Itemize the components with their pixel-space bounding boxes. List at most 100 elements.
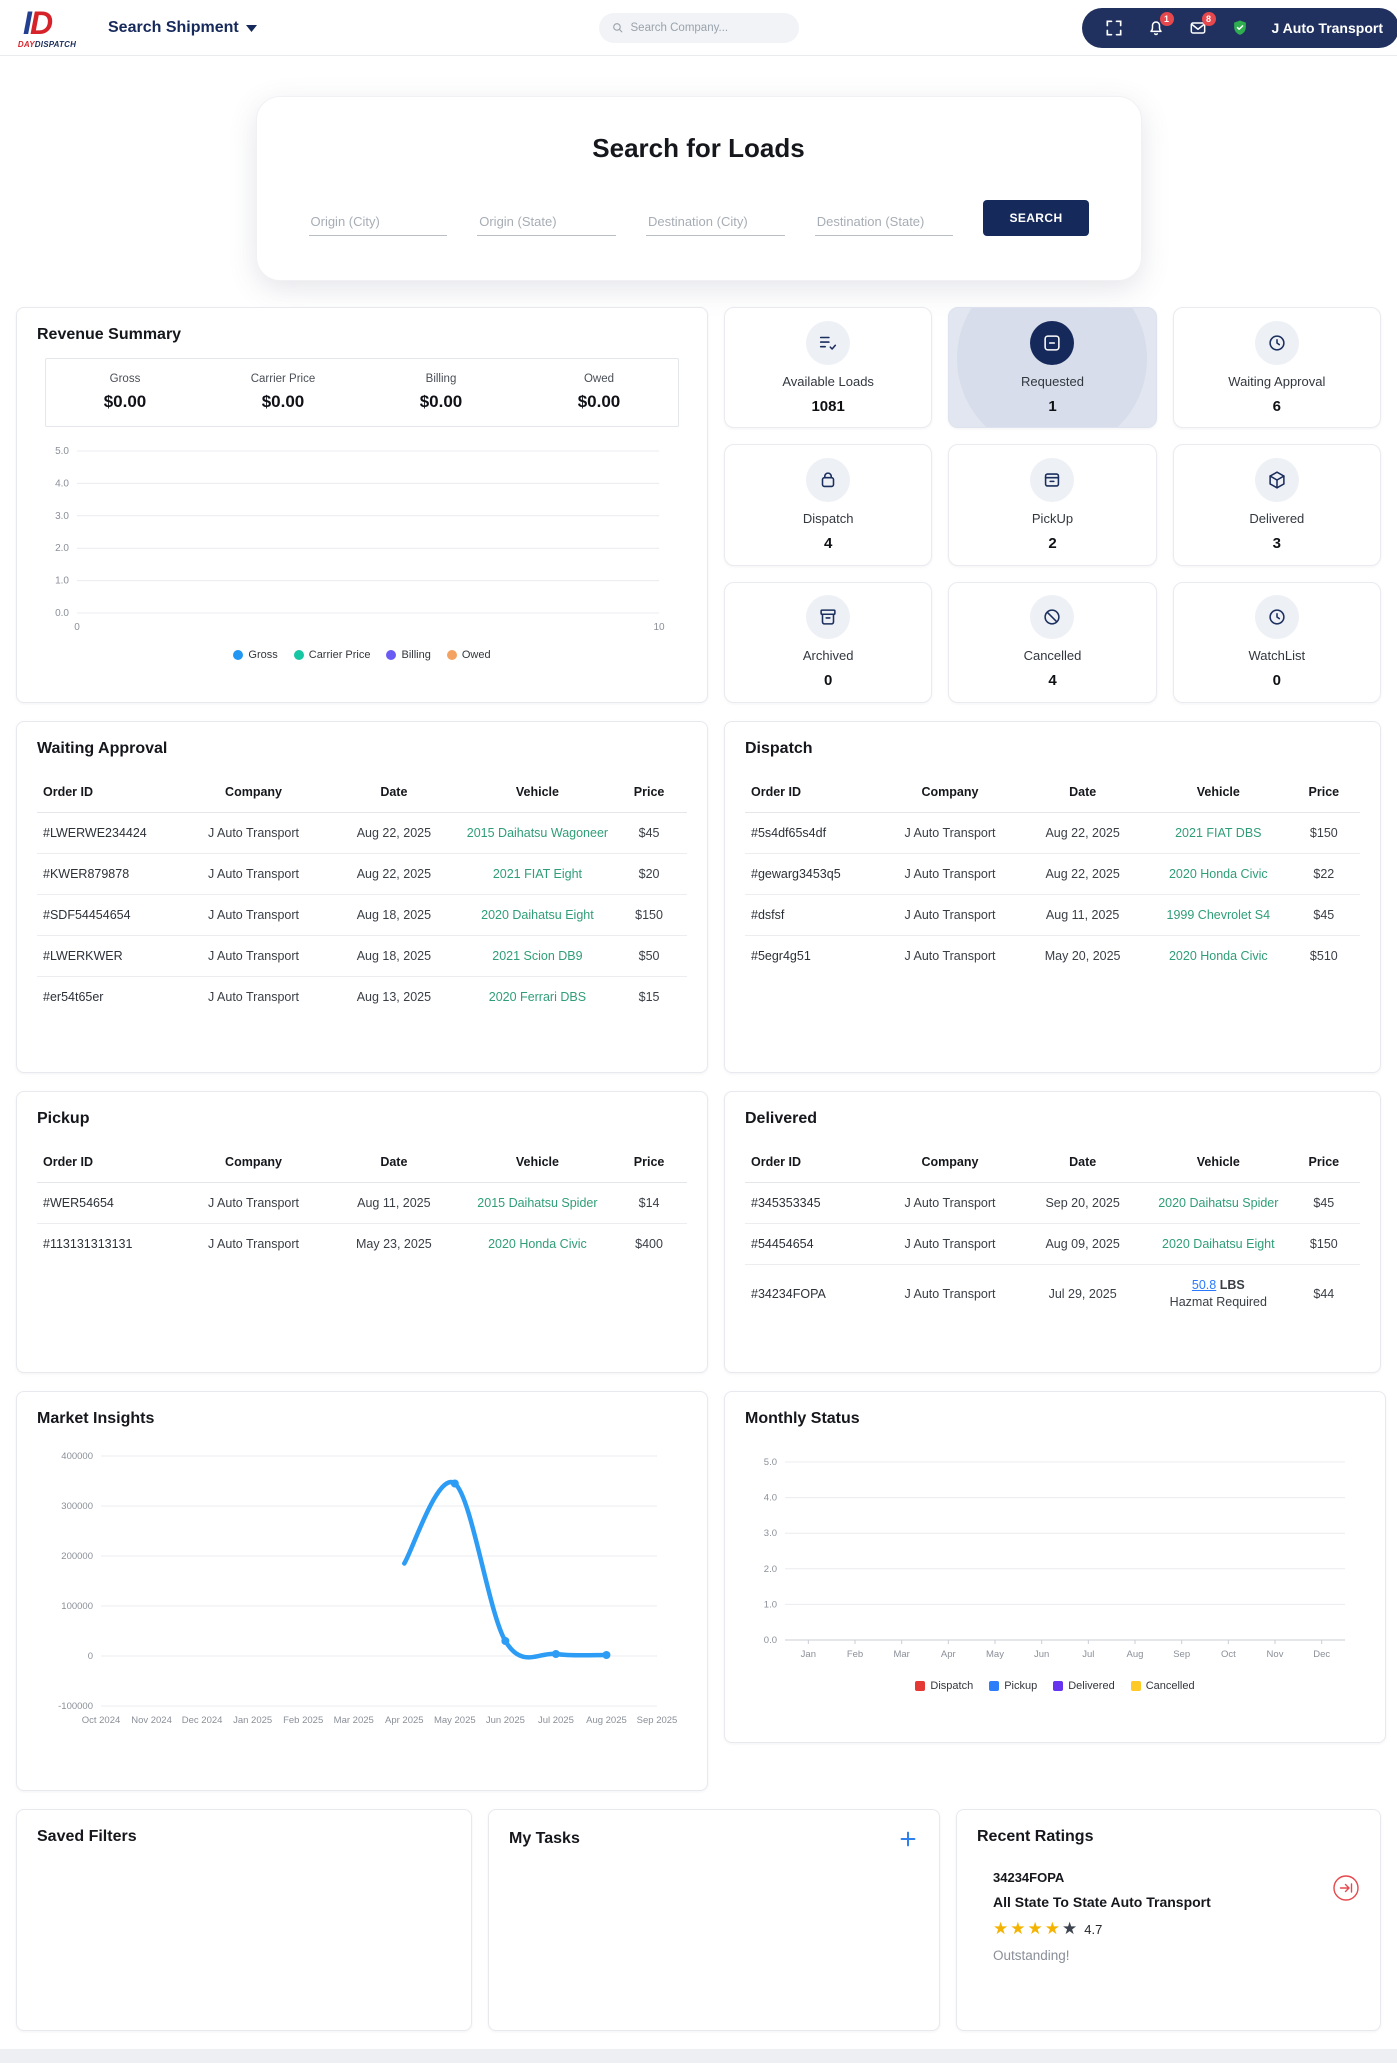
search-shipment-menu[interactable]: Search Shipment <box>108 19 257 37</box>
date-cell: May 20, 2025 <box>1022 949 1143 963</box>
order-id-cell: #LWERWE234424 <box>43 826 177 840</box>
destination-city-input[interactable] <box>646 208 785 236</box>
tile-count: 6 <box>1273 398 1281 415</box>
monthly-status-title: Monthly Status <box>745 1410 1365 1428</box>
revenue-stat: Carrier Price$0.00 <box>204 373 362 412</box>
plus-icon <box>897 1828 919 1850</box>
legend-swatch <box>386 650 396 660</box>
search-loads-button[interactable]: SEARCH <box>983 200 1088 236</box>
vehicle-link[interactable]: 2020 Ferrari DBS <box>489 990 586 1004</box>
fullscreen-button[interactable] <box>1104 18 1124 38</box>
package-icon <box>1255 458 1299 502</box>
tile-count: 1081 <box>811 398 844 415</box>
vehicle-link[interactable]: 2015 Daihatsu Wagoneer <box>467 826 608 840</box>
price-cell: $400 <box>617 1237 681 1251</box>
vehicle-cell: 2015 Daihatsu Spider <box>458 1196 618 1210</box>
legend-swatch <box>233 650 243 660</box>
date-cell: Aug 22, 2025 <box>330 826 458 840</box>
origin-state-input[interactable] <box>477 208 616 236</box>
brand-logo[interactable]: I D DAYDISPATCH <box>12 6 82 49</box>
notifications-button[interactable]: 1 <box>1146 18 1166 38</box>
order-id-cell: #34234FOPA <box>751 1287 878 1301</box>
vehicle-cell: 1999 Chevrolet S4 <box>1143 908 1294 922</box>
list-check-icon <box>806 321 850 365</box>
add-task-button[interactable] <box>897 1828 919 1850</box>
archive-icon <box>806 595 850 639</box>
messages-button[interactable]: 8 <box>1188 18 1208 38</box>
weight-link[interactable]: 50.8 <box>1192 1278 1216 1292</box>
svg-text:Nov 2024: Nov 2024 <box>131 1715 172 1726</box>
vehicle-link[interactable]: 2021 FIAT Eight <box>493 867 582 881</box>
vehicle-link[interactable]: 2020 Daihatsu Eight <box>481 908 594 922</box>
svg-text:0.0: 0.0 <box>764 1635 777 1646</box>
destination-state-input[interactable] <box>815 208 954 236</box>
search-shipment-label: Search Shipment <box>108 19 239 37</box>
legend-label: Owed <box>462 649 491 661</box>
vehicle-link[interactable]: 2021 FIAT DBS <box>1175 826 1261 840</box>
vehicle-link[interactable]: 2021 Scion DB9 <box>492 949 582 963</box>
saved-filters-panel: Saved Filters <box>16 1809 472 2031</box>
company-search-input[interactable]: Search Company... <box>599 13 799 43</box>
vehicle-link[interactable]: 2020 Honda Civic <box>1169 949 1268 963</box>
rating-open-button[interactable] <box>1332 1874 1360 1902</box>
svg-text:May: May <box>986 1649 1004 1660</box>
svg-text:Sep: Sep <box>1173 1649 1190 1660</box>
vehicle-link[interactable]: 2020 Daihatsu Eight <box>1162 1237 1275 1251</box>
recent-ratings-panel: Recent Ratings 34234FOPA All State To St… <box>956 1809 1381 2031</box>
tile-label: Archived <box>803 648 854 663</box>
vehicle-link[interactable]: 2020 Daihatsu Spider <box>1158 1196 1278 1210</box>
verified-shield-button[interactable] <box>1230 18 1250 38</box>
company-search-placeholder: Search Company... <box>631 22 729 34</box>
tile-count: 2 <box>1048 535 1056 552</box>
order-id-cell: #345353345 <box>751 1196 878 1210</box>
vehicle-link[interactable]: 2020 Honda Civic <box>1169 867 1268 881</box>
svg-text:3.0: 3.0 <box>764 1528 777 1539</box>
origin-city-input[interactable] <box>309 208 448 236</box>
date-cell: May 23, 2025 <box>330 1237 458 1251</box>
legend-label: Delivered <box>1068 1680 1114 1692</box>
column-header: Date <box>1022 785 1143 799</box>
revenue-stat: Gross$0.00 <box>46 373 204 412</box>
account-name[interactable]: J Auto Transport <box>1272 20 1384 36</box>
vehicle-link[interactable]: 2020 Honda Civic <box>488 1237 587 1251</box>
vehicle-link[interactable]: 2015 Daihatsu Spider <box>477 1196 597 1210</box>
svg-text:Jan: Jan <box>801 1649 816 1660</box>
column-header: Date <box>1022 1155 1143 1169</box>
legend-label: Billing <box>401 649 430 661</box>
revenue-stat: Billing$0.00 <box>362 373 520 412</box>
vehicle-cell: 2021 Scion DB9 <box>458 949 618 963</box>
vehicle-link[interactable]: 1999 Chevrolet S4 <box>1167 908 1271 922</box>
price-cell: $14 <box>617 1196 681 1210</box>
